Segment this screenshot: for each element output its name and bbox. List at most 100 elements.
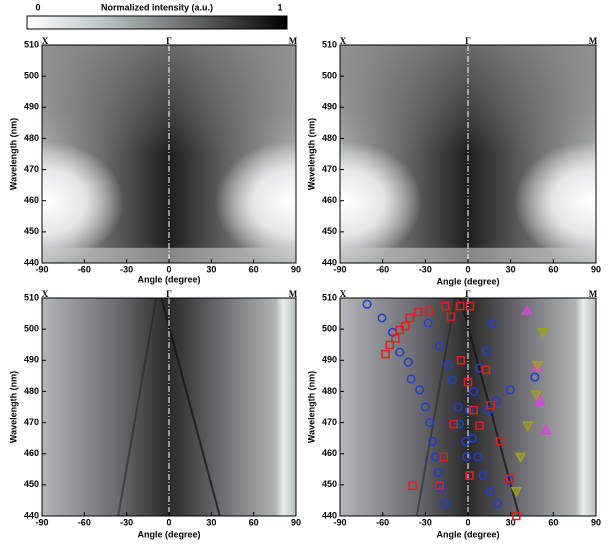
x-tick-label: 0	[166, 264, 171, 274]
data-point	[534, 394, 546, 406]
x-tick-label: -60	[376, 517, 389, 527]
x-tick-label: -30	[120, 264, 133, 274]
data-point	[455, 301, 465, 311]
panel: 440 450 460 470 480 490 500 510 -90 -60 -30 0 30 60 90…	[8, 289, 301, 539]
y-tick-label: 460	[24, 195, 39, 205]
data-point	[469, 405, 478, 415]
y-tick-label: 460	[24, 448, 39, 458]
data-point	[391, 334, 400, 343]
x-tick-label: 60	[249, 264, 259, 274]
x-tick-label: -30	[120, 517, 133, 527]
data-point	[436, 483, 446, 493]
data-point	[465, 301, 475, 311]
data-point	[505, 474, 515, 483]
x-tick-label: 90	[291, 264, 301, 274]
y-tick-label: 510	[24, 292, 39, 302]
x-tick-label: 90	[591, 517, 601, 527]
data-point	[401, 321, 410, 331]
data-point	[521, 304, 533, 315]
x-tick-label: 0	[465, 517, 470, 527]
panel: 440 450 460 470 480 490 500 510 -90 -60 -30 0 30 60 90…	[306, 289, 601, 539]
symmetry-label: M	[289, 36, 298, 46]
data-point	[443, 360, 453, 370]
data-point	[425, 418, 435, 428]
x-tick-label: 30	[506, 517, 516, 527]
y-tick-label: 510	[322, 39, 337, 49]
y-tick-label: 450	[322, 226, 337, 236]
data-point	[420, 402, 430, 412]
data-point	[403, 357, 413, 367]
x-tick-label: -60	[78, 517, 91, 527]
data-point	[464, 405, 474, 415]
data-point	[423, 318, 433, 328]
x-tick-label: 30	[206, 264, 216, 274]
data-point	[473, 452, 483, 462]
x-tick-label: 0	[465, 264, 470, 274]
y-tick-label: 490	[322, 102, 337, 112]
y-tick-label: 500	[24, 71, 39, 81]
x-tick-label: -90	[35, 264, 48, 274]
data-point	[521, 421, 534, 432]
data-point	[475, 421, 484, 430]
data-point	[362, 299, 372, 309]
heatmap	[42, 45, 296, 263]
x-tick-label: 30	[206, 517, 216, 527]
y-tick-label: 480	[322, 133, 337, 143]
data-point	[430, 452, 440, 462]
data-point	[486, 400, 496, 410]
x-tick-label: -90	[333, 517, 346, 527]
y-tick-label: 480	[24, 386, 39, 396]
data-point	[512, 511, 521, 521]
y-tick-label: 470	[24, 164, 39, 174]
x-tick-label: 60	[249, 517, 259, 527]
data-point	[530, 390, 543, 401]
y-tick-label: 460	[322, 448, 337, 458]
symmetry-label: Γ	[166, 289, 172, 299]
x-tick-label: 60	[548, 517, 558, 527]
x-tick-label: 30	[506, 264, 516, 274]
y-axis-label: Wavelength (nm)	[8, 371, 18, 443]
symmetry-label: Γ	[465, 289, 471, 299]
symmetry-label: Γ	[166, 36, 172, 46]
data-point	[467, 433, 477, 443]
data-point	[439, 452, 449, 462]
panel: 440 450 460 470 480 490 500 510 -90 -60 -30 0 30 60 90…	[306, 36, 601, 286]
data-point	[377, 313, 387, 323]
y-tick-label: 490	[24, 102, 39, 112]
data-point	[425, 306, 434, 315]
heatmap	[340, 45, 596, 263]
data-point	[481, 365, 491, 374]
y-tick-label: 450	[24, 479, 39, 489]
x-axis-label: Angle (degree)	[436, 529, 499, 539]
data-point	[495, 437, 505, 446]
data-point	[405, 313, 414, 323]
y-tick-label: 450	[24, 226, 39, 236]
data-point	[487, 318, 497, 328]
data-point	[447, 375, 457, 385]
colorbar-tick-label: 1	[277, 2, 282, 12]
data-point	[406, 374, 416, 384]
y-tick-label: 510	[24, 39, 39, 49]
data-point	[453, 402, 463, 412]
y-tick-label: 500	[322, 324, 337, 334]
x-axis-label: Angle (degree)	[436, 276, 499, 286]
data-point	[510, 486, 523, 498]
y-tick-label: 480	[24, 133, 39, 143]
data-point	[530, 372, 540, 382]
data-point	[385, 340, 395, 350]
data-point	[505, 385, 515, 395]
data-point	[491, 396, 501, 406]
colorbar-tick-label: 0	[35, 2, 40, 12]
y-tick-label: 470	[322, 164, 337, 174]
symmetry-label: X	[42, 289, 49, 299]
x-tick-label: -90	[333, 264, 346, 274]
data-point	[478, 470, 488, 481]
data-point	[531, 360, 544, 371]
y-axis-label: Wavelength (nm)	[306, 371, 316, 443]
data-point	[381, 349, 390, 359]
data-point	[474, 363, 484, 373]
data-point	[537, 328, 549, 339]
data-point	[540, 424, 552, 435]
data-point	[446, 312, 456, 321]
